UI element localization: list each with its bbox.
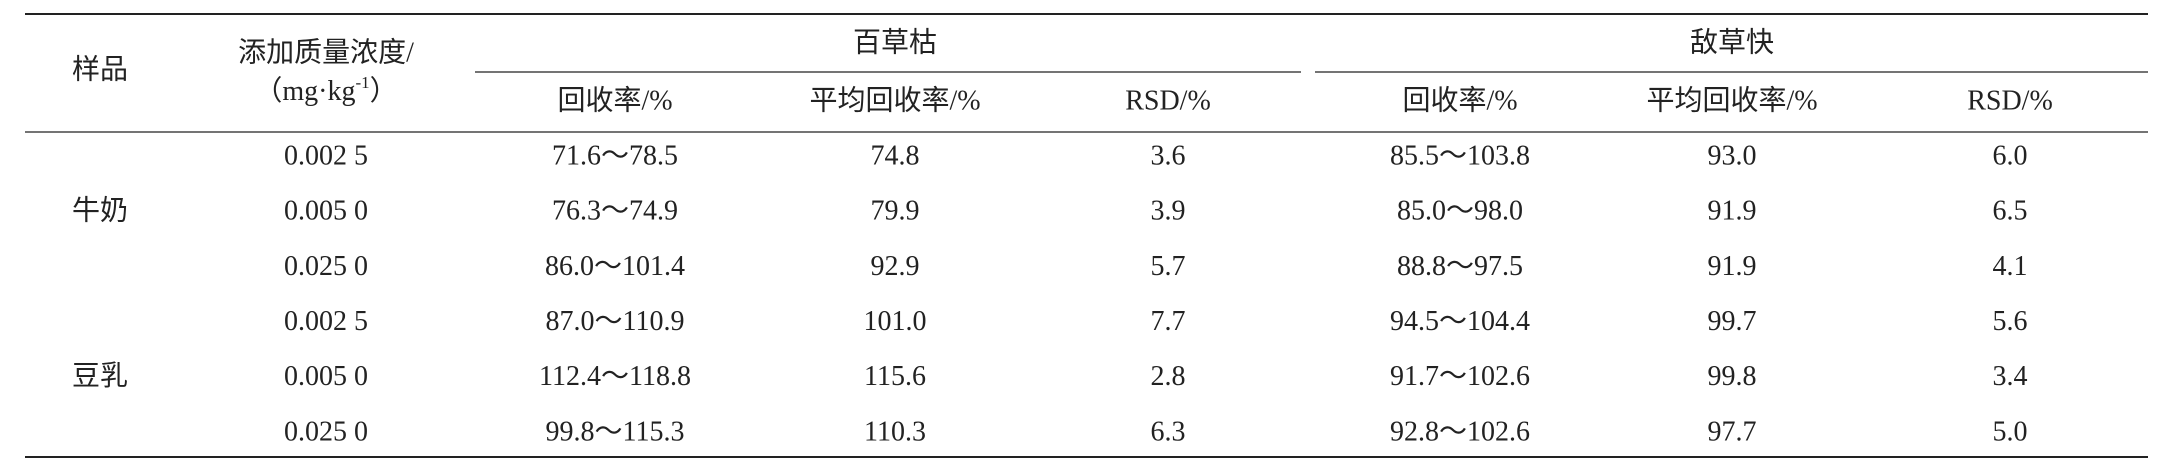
- header-concentration: 添加质量浓度/: [238, 36, 414, 68]
- cell: 0.005 0: [284, 196, 368, 227]
- cell: 3.4: [1993, 361, 2028, 392]
- cell: 101.0: [864, 306, 927, 337]
- cell: 112.4～118.8: [539, 361, 691, 392]
- cell: 115.6: [864, 361, 926, 392]
- column-header: 平均回收率/%: [1646, 84, 1817, 116]
- cell: 92.8～102.6: [1390, 416, 1530, 447]
- column-header: 回收率/%: [1402, 84, 1517, 116]
- cell: 74.8: [871, 140, 920, 171]
- cell: 0.002 5: [284, 306, 368, 337]
- cell: 99.8: [1708, 361, 1757, 392]
- cell: 99.8～115.3: [546, 416, 685, 447]
- cell: 94.5～104.4: [1390, 306, 1530, 337]
- cell: 0.002 5: [284, 140, 368, 171]
- header-unit: （mg·kg-1）: [254, 73, 397, 108]
- cell: 76.3～74.9: [552, 196, 678, 227]
- cell: 91.7～102.6: [1390, 361, 1530, 392]
- cell: 7.7: [1151, 306, 1186, 337]
- column-header: RSD/%: [1125, 85, 1211, 116]
- cell: 88.8～97.5: [1397, 251, 1523, 282]
- cell: 86.0～101.4: [545, 251, 685, 282]
- column-header: 平均回收率/%: [809, 84, 980, 116]
- cell: 87.0～110.9: [546, 306, 685, 337]
- sample-name: 牛奶: [72, 195, 128, 227]
- cell: 93.0: [1708, 140, 1757, 171]
- column-header: RSD/%: [1967, 85, 2053, 116]
- unit-exponent: -1: [355, 73, 369, 92]
- cell: 0.025 0: [284, 416, 368, 447]
- cell: 97.7: [1708, 416, 1757, 447]
- cell: 0.025 0: [284, 251, 368, 282]
- cell: 6.0: [1993, 140, 2028, 171]
- cell: 4.1: [1993, 251, 2028, 282]
- cell: 5.7: [1151, 251, 1186, 282]
- group-name: 百草枯: [853, 26, 937, 58]
- cell: 3.6: [1151, 140, 1186, 171]
- cell: 5.0: [1993, 416, 2028, 447]
- unit-close: ）: [370, 75, 398, 107]
- cell: 79.9: [871, 196, 920, 227]
- cell: 5.6: [1993, 306, 2028, 337]
- header-sample: 样品: [72, 53, 128, 85]
- cell: 99.7: [1708, 306, 1757, 337]
- cell: 6.5: [1993, 196, 2028, 227]
- cell: 71.6～78.5: [552, 140, 678, 171]
- cell: 91.9: [1708, 196, 1757, 227]
- cell: 85.0～98.0: [1397, 196, 1523, 227]
- column-header: 回收率/%: [557, 84, 672, 116]
- cell: 2.8: [1151, 361, 1186, 392]
- cell: 92.9: [871, 251, 920, 282]
- cell: 0.005 0: [284, 361, 368, 392]
- cell: 3.9: [1151, 196, 1186, 227]
- cell: 6.3: [1151, 416, 1186, 447]
- cell: 110.3: [864, 416, 926, 447]
- unit: （mg·kg: [254, 75, 355, 107]
- group-name: 敌草快: [1690, 26, 1774, 58]
- cell: 91.9: [1708, 251, 1757, 282]
- sample-name: 豆乳: [72, 360, 128, 392]
- cell: 85.5～103.8: [1390, 140, 1530, 171]
